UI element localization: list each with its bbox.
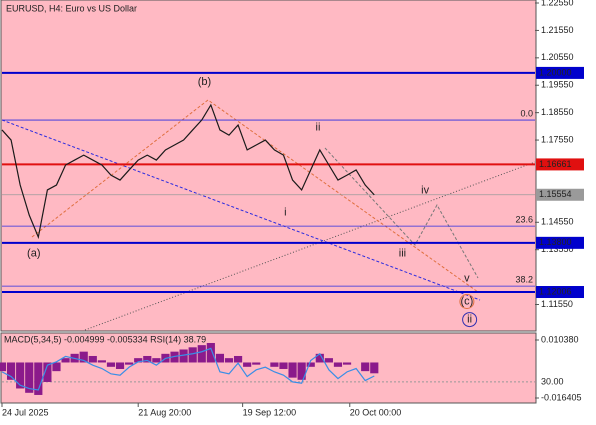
macd-bar: [224, 358, 234, 363]
level-label: 1.16661: [539, 159, 572, 169]
macd-bar: [215, 353, 225, 363]
wave-label: i: [284, 206, 286, 218]
macd-bar: [342, 362, 352, 365]
macd-bar: [306, 362, 315, 367]
macd-bar: [97, 360, 106, 363]
level-tag: [536, 158, 584, 171]
y-tick-label: 0.010380: [541, 334, 579, 344]
macd-bar: [206, 342, 215, 363]
level-label: 1.12006: [539, 286, 572, 296]
macd-bar: [152, 358, 161, 363]
y-tick-label: 1.21550: [541, 25, 574, 35]
x-tick-label: 24 Jul 2025: [2, 407, 49, 417]
x-tick-label: 19 Sep 12:00: [243, 407, 297, 417]
price-line: [1, 103, 375, 240]
macd-bar: [106, 362, 116, 367]
trend-line: [1, 119, 481, 301]
level-tag: [536, 236, 584, 249]
wave-label: ii: [467, 313, 472, 325]
macd-bar: [125, 362, 134, 365]
macd-bar: [324, 358, 333, 363]
macd-bar: [143, 355, 152, 363]
macd-bar: [179, 349, 188, 363]
wave-label: v: [464, 272, 470, 284]
chart-title: EURUSD, H4: Euro vs US Dollar: [6, 3, 137, 13]
fib-label: 23.6: [515, 214, 533, 224]
y-tick-label: 1.11550: [541, 299, 573, 309]
macd-bar: [134, 358, 143, 363]
level-tag: [536, 286, 584, 299]
level-label: 1.13800: [539, 237, 572, 247]
level-label: 1.20000: [539, 67, 572, 77]
macd-bar: [16, 362, 25, 389]
wave-circle: [459, 293, 475, 309]
indicator-label: MACD(5,34,5) -0.004999 -0.005334 RSI(14)…: [4, 334, 206, 344]
y-tick-label: 1.14550: [541, 217, 574, 227]
macd-bar: [233, 355, 243, 363]
macd-bar: [188, 347, 197, 363]
wave-path: [324, 147, 479, 279]
wave-label: (a): [27, 248, 40, 260]
level-tag: [536, 188, 584, 201]
level-label: 1.15554: [539, 189, 572, 199]
macd-bar: [288, 362, 297, 378]
y-tick-label: 1.18550: [541, 107, 574, 117]
price-panel: [0, 0, 537, 332]
y-tick-label: -0.016405: [541, 392, 582, 402]
macd-bar: [6, 362, 16, 380]
rsi-line: [1, 347, 375, 391]
macd-bar: [361, 362, 370, 372]
level-tag: [536, 66, 584, 79]
y-tick-label: 1.13550: [541, 244, 574, 254]
wave-label: (c): [460, 295, 473, 307]
indicator-panel: [0, 332, 537, 404]
y-tick-label: 1.17550: [541, 134, 574, 144]
macd-bar: [170, 351, 179, 363]
macd-bar: [297, 362, 306, 380]
macd-bar: [370, 362, 379, 374]
macd-bar: [34, 362, 43, 395]
x-tick-label: 21 Aug 20:00: [138, 407, 191, 417]
macd-bar: [79, 351, 88, 363]
macd-bar: [52, 362, 61, 372]
macd-bar: [243, 362, 252, 367]
wave-circle: [462, 312, 478, 328]
wave-label: iv: [421, 185, 429, 197]
macd-bar: [43, 362, 52, 382]
wave-label: iii: [399, 248, 406, 260]
x-tick-label: 20 Oct 00:00: [350, 407, 402, 417]
macd-bar: [61, 358, 70, 363]
macd-bar: [88, 355, 97, 363]
macd-bar: [25, 362, 34, 393]
fib-label: 0.0: [520, 108, 533, 118]
y-tick-label: 30.00: [541, 376, 564, 386]
macd-bar: [0, 362, 7, 372]
macd-bar: [333, 362, 343, 367]
macd-bar: [252, 362, 261, 365]
wave-label: (b): [198, 76, 211, 88]
macd-bar: [315, 353, 324, 363]
wave-label: ii: [316, 122, 321, 134]
y-tick-label: 1.19550: [541, 80, 574, 90]
trend-line: [84, 161, 536, 331]
y-tick-label: 1.20550: [541, 52, 574, 62]
fib-label: 38.2: [515, 275, 533, 285]
macd-bar: [279, 362, 288, 369]
macd-bar: [270, 362, 279, 367]
y-tick-label: 1.22550: [541, 0, 574, 7]
macd-bar: [197, 345, 206, 363]
macd-bar: [115, 362, 125, 369]
